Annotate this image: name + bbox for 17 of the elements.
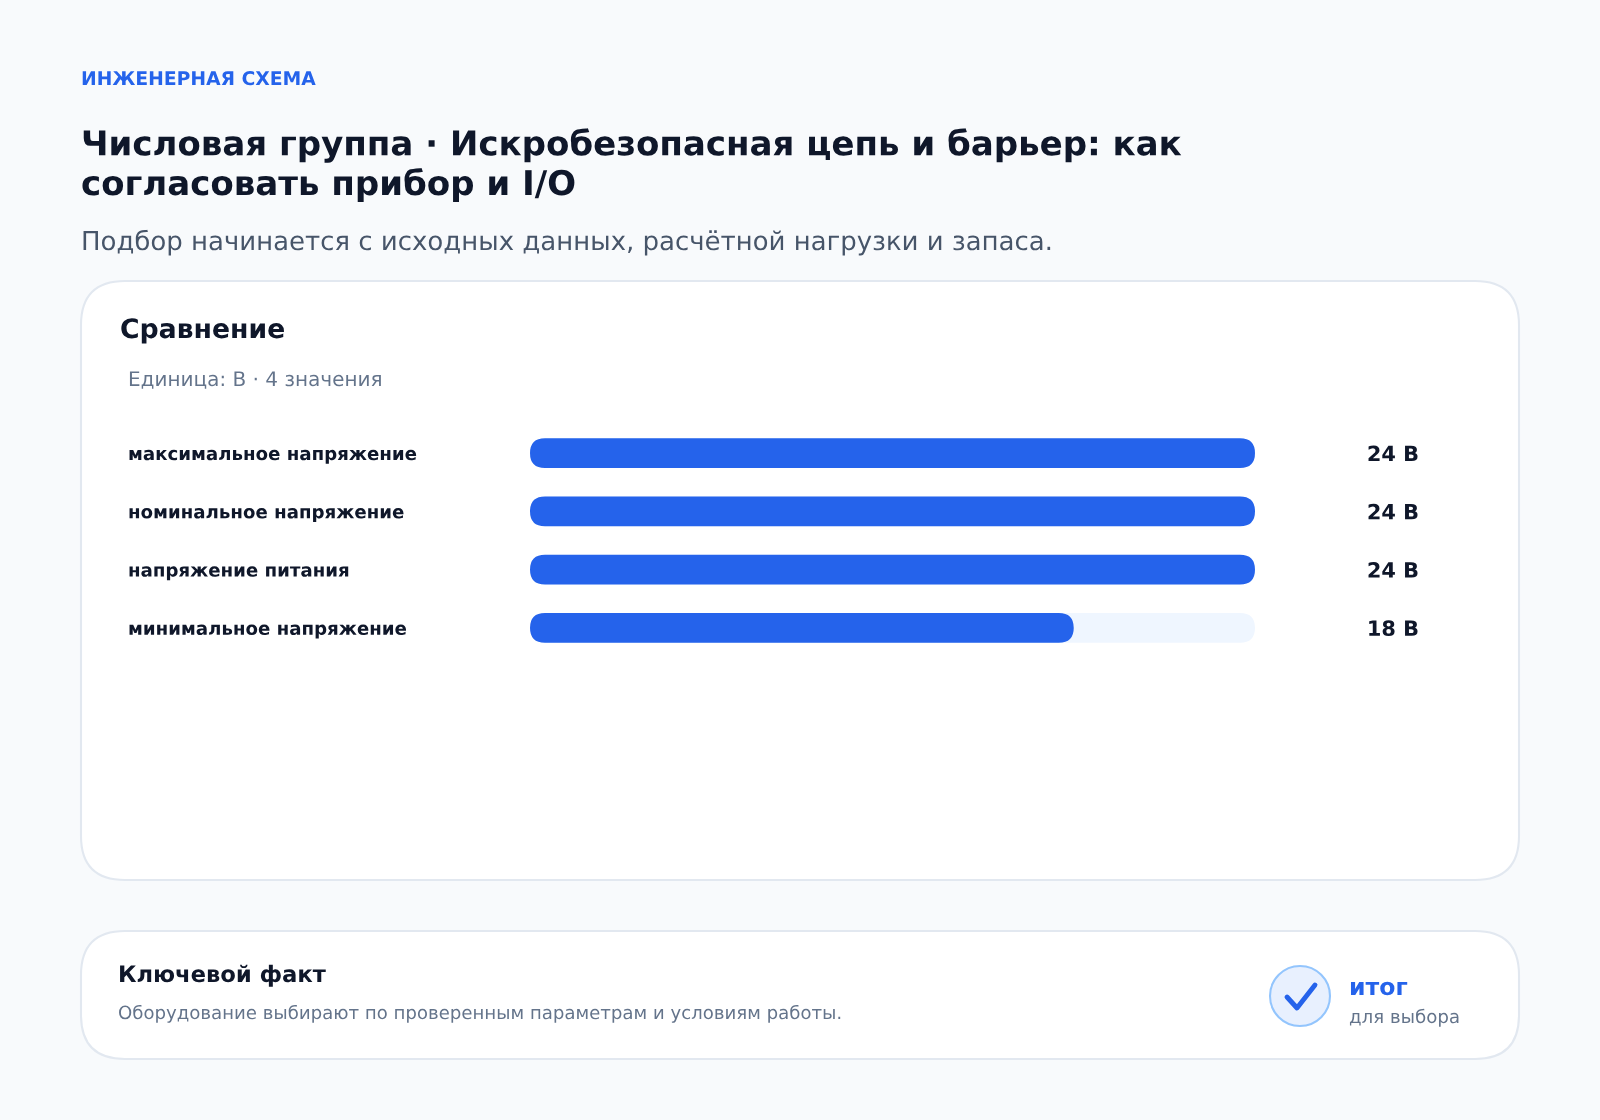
y-tick-label: минимальное напряжение — [129, 624, 407, 639]
chart-title: Числовая группа · Искробезопасная цепь и барьер: как согласовать прибор и I/O — [82, 128, 1182, 203]
y-tick-label: напряжение питания — [129, 566, 349, 581]
data-label: 24 В — [1368, 562, 1418, 578]
data-label: 18 В — [1369, 620, 1418, 637]
text: итог — [1350, 981, 1408, 996]
text: для выбора — [1349, 1008, 1459, 1027]
text: Ключевой факт — [120, 964, 326, 987]
text: ИНЖЕНЕРНАЯ СХЕМА — [82, 71, 316, 86]
chart-subtitle: Подбор начинается с исходных данных, расчётной нагрузки и запаса. — [83, 229, 1051, 256]
y-tick-label: максимальное напряжение — [129, 449, 417, 464]
data-label: 24 В — [1368, 445, 1418, 462]
text: Сравнение — [121, 318, 284, 344]
text: Оборудование выбирают по проверенным параметрам и условиям работы. — [119, 1004, 841, 1023]
y-tick-label: номинальное напряжение — [129, 508, 404, 523]
text: Единица: В · 4 значения — [129, 371, 381, 389]
data-label: 24 В — [1368, 503, 1418, 520]
